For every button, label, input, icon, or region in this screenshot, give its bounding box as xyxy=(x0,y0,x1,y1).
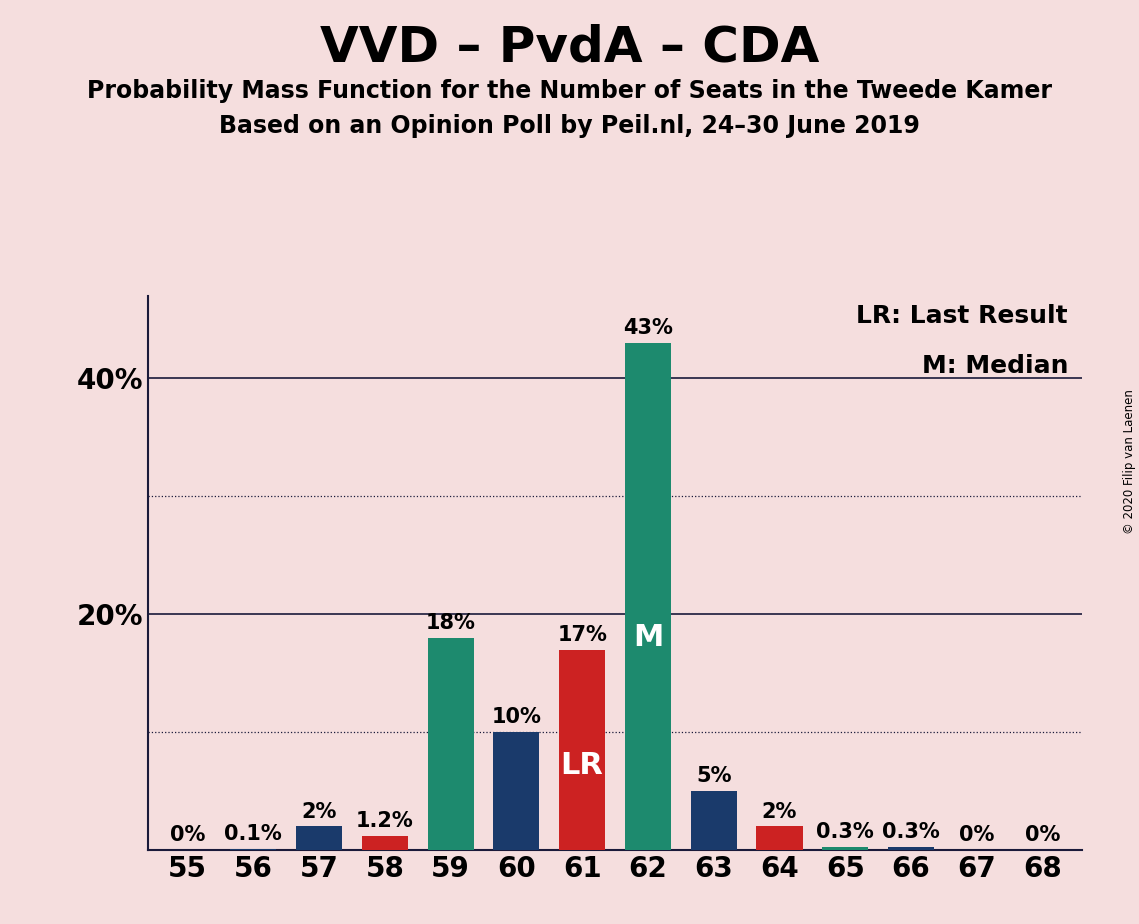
Text: 0%: 0% xyxy=(959,825,994,845)
Bar xyxy=(296,826,342,850)
Text: Based on an Opinion Poll by Peil.nl, 24–30 June 2019: Based on an Opinion Poll by Peil.nl, 24–… xyxy=(219,114,920,138)
Text: M: M xyxy=(633,623,663,651)
Bar xyxy=(559,650,605,850)
Text: 17%: 17% xyxy=(557,625,607,645)
Text: 2%: 2% xyxy=(762,802,797,821)
Bar xyxy=(362,836,408,850)
Text: 5%: 5% xyxy=(696,766,731,786)
Bar xyxy=(690,791,737,850)
Bar xyxy=(230,849,277,850)
Bar xyxy=(888,846,934,850)
Text: 43%: 43% xyxy=(623,318,673,338)
Text: 1.2%: 1.2% xyxy=(357,811,413,832)
Text: 0%: 0% xyxy=(170,825,205,845)
Text: 10%: 10% xyxy=(491,708,541,727)
Text: 0.3%: 0.3% xyxy=(817,821,874,842)
Text: 18%: 18% xyxy=(426,613,476,633)
Text: 0%: 0% xyxy=(1025,825,1060,845)
Text: © 2020 Filip van Laenen: © 2020 Filip van Laenen xyxy=(1123,390,1136,534)
Text: 0.3%: 0.3% xyxy=(883,821,940,842)
Text: M: Median: M: Median xyxy=(921,354,1068,378)
Bar xyxy=(493,732,540,850)
Bar xyxy=(756,826,803,850)
Bar xyxy=(427,638,474,850)
Bar xyxy=(822,846,868,850)
Text: LR: LR xyxy=(560,751,604,781)
Text: Probability Mass Function for the Number of Seats in the Tweede Kamer: Probability Mass Function for the Number… xyxy=(87,79,1052,103)
Text: VVD – PvdA – CDA: VVD – PvdA – CDA xyxy=(320,23,819,71)
Text: 2%: 2% xyxy=(302,802,337,821)
Text: 0.1%: 0.1% xyxy=(224,824,282,845)
Text: LR: Last Result: LR: Last Result xyxy=(857,304,1068,328)
Bar xyxy=(625,343,671,850)
